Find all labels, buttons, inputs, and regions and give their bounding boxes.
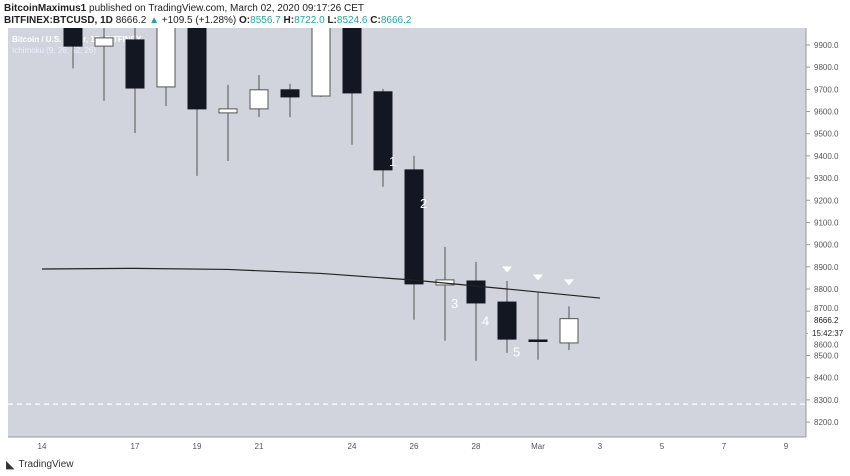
wave-label: 4 [482,314,489,329]
x-tick-label: 28 [472,442,481,451]
wave-label: 5 [513,345,520,360]
c-label: C: [370,15,381,26]
y-tick-label: 9500.0 [814,130,839,139]
down-arrow-icon [533,274,543,281]
published-text: published on TradingView.com, March 02, … [89,3,365,14]
candle-body [218,108,238,114]
x-tick-label: 5 [660,442,665,451]
close-value: 8666.2 [380,15,412,26]
candles-group: 1 2 3 4 5 [8,28,806,405]
tradingview-logo-icon: ◣ [6,459,15,471]
candle-body [125,39,145,89]
wave-label: 3 [451,296,458,311]
x-tick-label: 14 [38,442,47,451]
change: +109.5 (+1.28%) [161,15,237,26]
last-price: 8666.2 [115,15,147,26]
candle-body [249,89,269,110]
o-label: O: [239,15,251,26]
y-tick-label: 9600.0 [814,108,839,117]
down-arrow-icon [502,266,512,273]
x-tick-label: 21 [255,442,264,451]
up-triangle-icon: ▲ [149,15,159,26]
candle-body [280,89,300,98]
x-tick-label: 19 [193,442,202,451]
x-tick-label: 24 [348,442,357,451]
high-value: 8722.0 [294,15,325,26]
y-tick-label: 8300.0 [814,396,839,405]
y-tick-label: 8900.0 [814,263,839,272]
ichimoku-line [41,267,601,299]
y-tick-label: 8400.0 [814,374,839,383]
wave-label: 1 [389,154,396,169]
y-tick-label: 9300.0 [814,174,839,183]
y-tick-label: 9900.0 [814,41,839,50]
y-tick-label: 9400.0 [814,152,839,161]
y-tick-label: 8800.0 [814,285,839,294]
countdown-tag [808,326,850,340]
x-tick-label: Mar [531,442,545,451]
y-tick-label: 9100.0 [814,218,839,227]
y-tick-label: 9800.0 [814,63,839,72]
candle-body [404,169,424,285]
candle-body [342,28,362,94]
candle-body [528,339,548,342]
last-price-tag [808,312,850,326]
author: BitcoinMaximus1 [4,3,87,14]
candle-body [373,91,393,171]
symbol-info: BITFINEX:BTCUSD, 1D 8666.2 ▲ +109.5 (+1.… [4,15,411,26]
last-price-label: 8666.2 [814,316,839,325]
tradingview-logo: ◣ TradingView [6,458,74,471]
y-tick-label: 8200.0 [814,418,839,427]
x-tick-label: 7 [722,442,727,451]
x-tick-label: 3 [598,442,603,451]
candle-body [156,28,176,88]
low-value: 8524.6 [336,15,368,26]
y-tick-label: 8600.0 [814,341,839,350]
down-arrow-icon [564,279,574,286]
candle-body [559,318,579,344]
x-tick-label: 26 [410,442,419,451]
symbol: BITFINEX:BTCUSD, 1D [4,15,113,26]
y-tick-label: 9000.0 [814,241,839,250]
y-tick-label: 9200.0 [814,196,839,205]
wave-label: 2 [420,196,427,211]
candle-body [497,301,517,340]
candle-body [94,37,114,47]
l-label: L: [327,15,337,26]
countdown-label: 15:42:37 [812,329,844,338]
h-label: H: [283,15,295,26]
x-tick-label: 9 [784,442,789,451]
x-tick-label: 17 [131,442,140,451]
y-tick-label: 9700.0 [814,85,839,94]
y-tick-label: 8500.0 [814,352,839,361]
open-value: 8556.7 [250,15,281,26]
y-tick-label: 8700.0 [814,304,839,313]
candle-body [187,28,207,110]
candle-body [63,28,83,47]
candle-body [311,28,331,97]
candle-body [466,280,486,304]
publish-info: BitcoinMaximus1 published on TradingView… [4,3,364,14]
logo-text: TradingView [18,459,74,470]
indicator-label: Ichimoku (9, 26, 52, 26) [12,46,96,55]
